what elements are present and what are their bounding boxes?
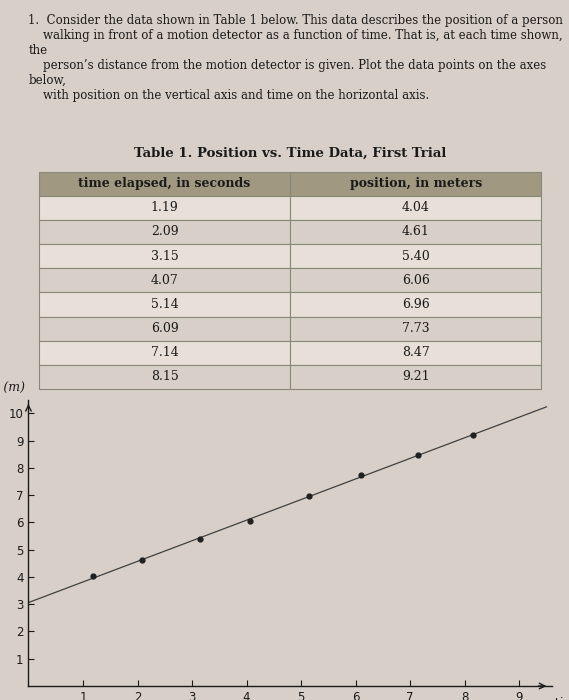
- Y-axis label: position (m): position (m): [0, 381, 24, 394]
- X-axis label: time (s): time (s): [554, 697, 569, 700]
- Text: 1.  Consider the data shown in Table 1 below. This data describes the position o: 1. Consider the data shown in Table 1 be…: [28, 14, 563, 102]
- Text: Table 1. Position vs. Time Data, First Trial: Table 1. Position vs. Time Data, First T…: [134, 147, 446, 160]
